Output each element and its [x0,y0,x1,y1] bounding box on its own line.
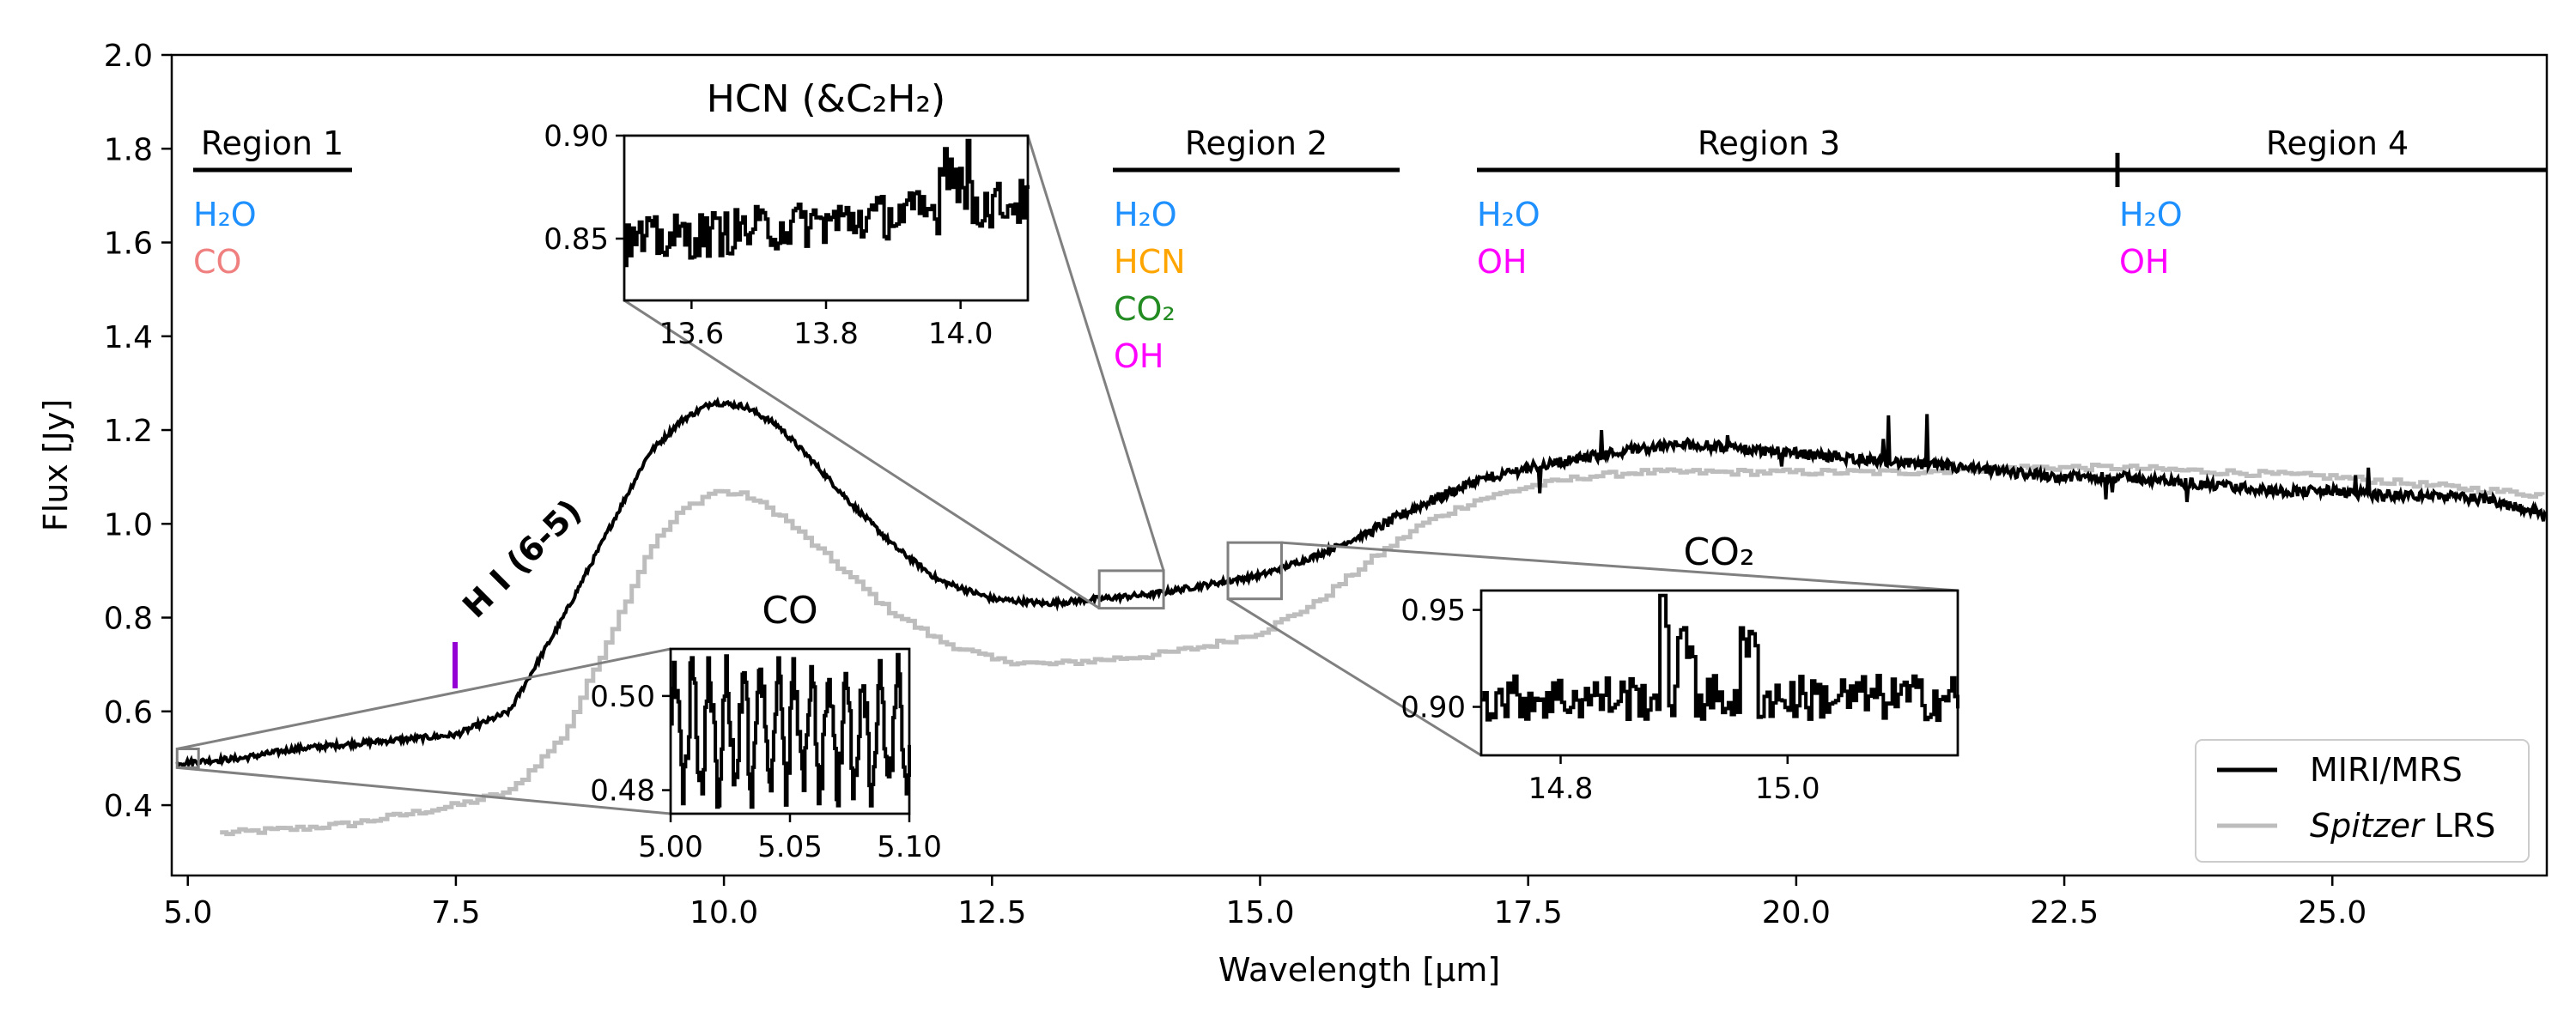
region-3-species-2: OH [1477,243,1527,281]
x-tick-label: 20.0 [1762,895,1831,930]
region-2-species-3: CO₂ [1114,290,1176,328]
inset-co-x-tick-label: 5.00 [638,830,703,864]
inset-co-x-tick-label: 5.10 [877,830,942,864]
inset-co2-title: CO₂ [1684,530,1755,574]
x-tick-label: 17.5 [1494,895,1563,930]
inset-co-x-tick-label: 5.05 [757,830,823,864]
x-axis-label: Wavelength [μm] [1218,951,1500,989]
y-tick-label: 1.8 [104,132,153,167]
region-2-label: Region 2 [1185,124,1327,162]
inset-hcn-x-tick-label: 14.0 [928,317,993,351]
region-2-species-1: H₂O [1114,196,1177,233]
x-tick-label: 15.0 [1225,895,1294,930]
region-4-species-2: OH [2119,243,2169,281]
y-tick-label: 1.4 [104,320,153,355]
x-tick-label: 7.5 [431,895,480,930]
region-1-species-1: H₂O [193,196,257,233]
inset-co2-x-tick-label: 15.0 [1755,772,1820,806]
region-4-label: Region 4 [2266,124,2409,162]
inset-hcn-y-tick-label: 0.90 [544,119,609,154]
y-tick-label: 0.6 [104,695,153,730]
inset-co-title: CO [762,589,817,633]
y-tick-label: 0.4 [104,789,153,824]
region-3-species-1: H₂O [1477,196,1540,233]
y-tick-label: 1.2 [104,414,153,449]
y-tick-label: 0.8 [104,602,153,637]
inset-co2-y-tick-label: 0.95 [1400,594,1466,628]
y-axis-label: Flux [Jy] [37,399,75,531]
x-tick-label: 22.5 [2030,895,2099,930]
inset-co-y-tick-label: 0.50 [590,680,655,714]
y-tick-label: 2.0 [104,39,153,74]
y-tick-label: 1.6 [104,227,153,262]
x-tick-label: 25.0 [2298,895,2366,930]
inset-co2-x-tick-label: 14.8 [1528,772,1594,806]
inset-co2-y-tick-label: 0.90 [1400,691,1466,725]
x-tick-label: 10.0 [690,895,758,930]
legend: MIRI/MRS Spitzer LRS [2196,740,2529,862]
inset-co-y-tick-label: 0.48 [590,774,655,809]
inset-co2-background [1481,591,1958,755]
legend-label-miri: MIRI/MRS [2310,751,2463,789]
region-3-label: Region 3 [1698,124,1840,162]
inset-hcn-title: HCN (&C₂H₂) [707,77,945,121]
y-tick-label: 1.0 [104,507,153,542]
region-1-label: Region 1 [201,124,343,162]
x-tick-label: 12.5 [957,895,1026,930]
region-2-species-2: HCN [1114,243,1186,281]
x-tick-label: 5.0 [163,895,212,930]
inset-hcn-x-tick-label: 13.6 [659,317,724,351]
inset-hcn-y-tick-label: 0.85 [544,222,609,257]
inset-hcn-x-tick-label: 13.8 [793,317,859,351]
region-4-species-1: H₂O [2119,196,2183,233]
legend-label-spitzer: Spitzer LRS [2310,807,2495,845]
region-1-species-2: CO [193,243,241,281]
region-2-species-4: OH [1114,337,1163,375]
